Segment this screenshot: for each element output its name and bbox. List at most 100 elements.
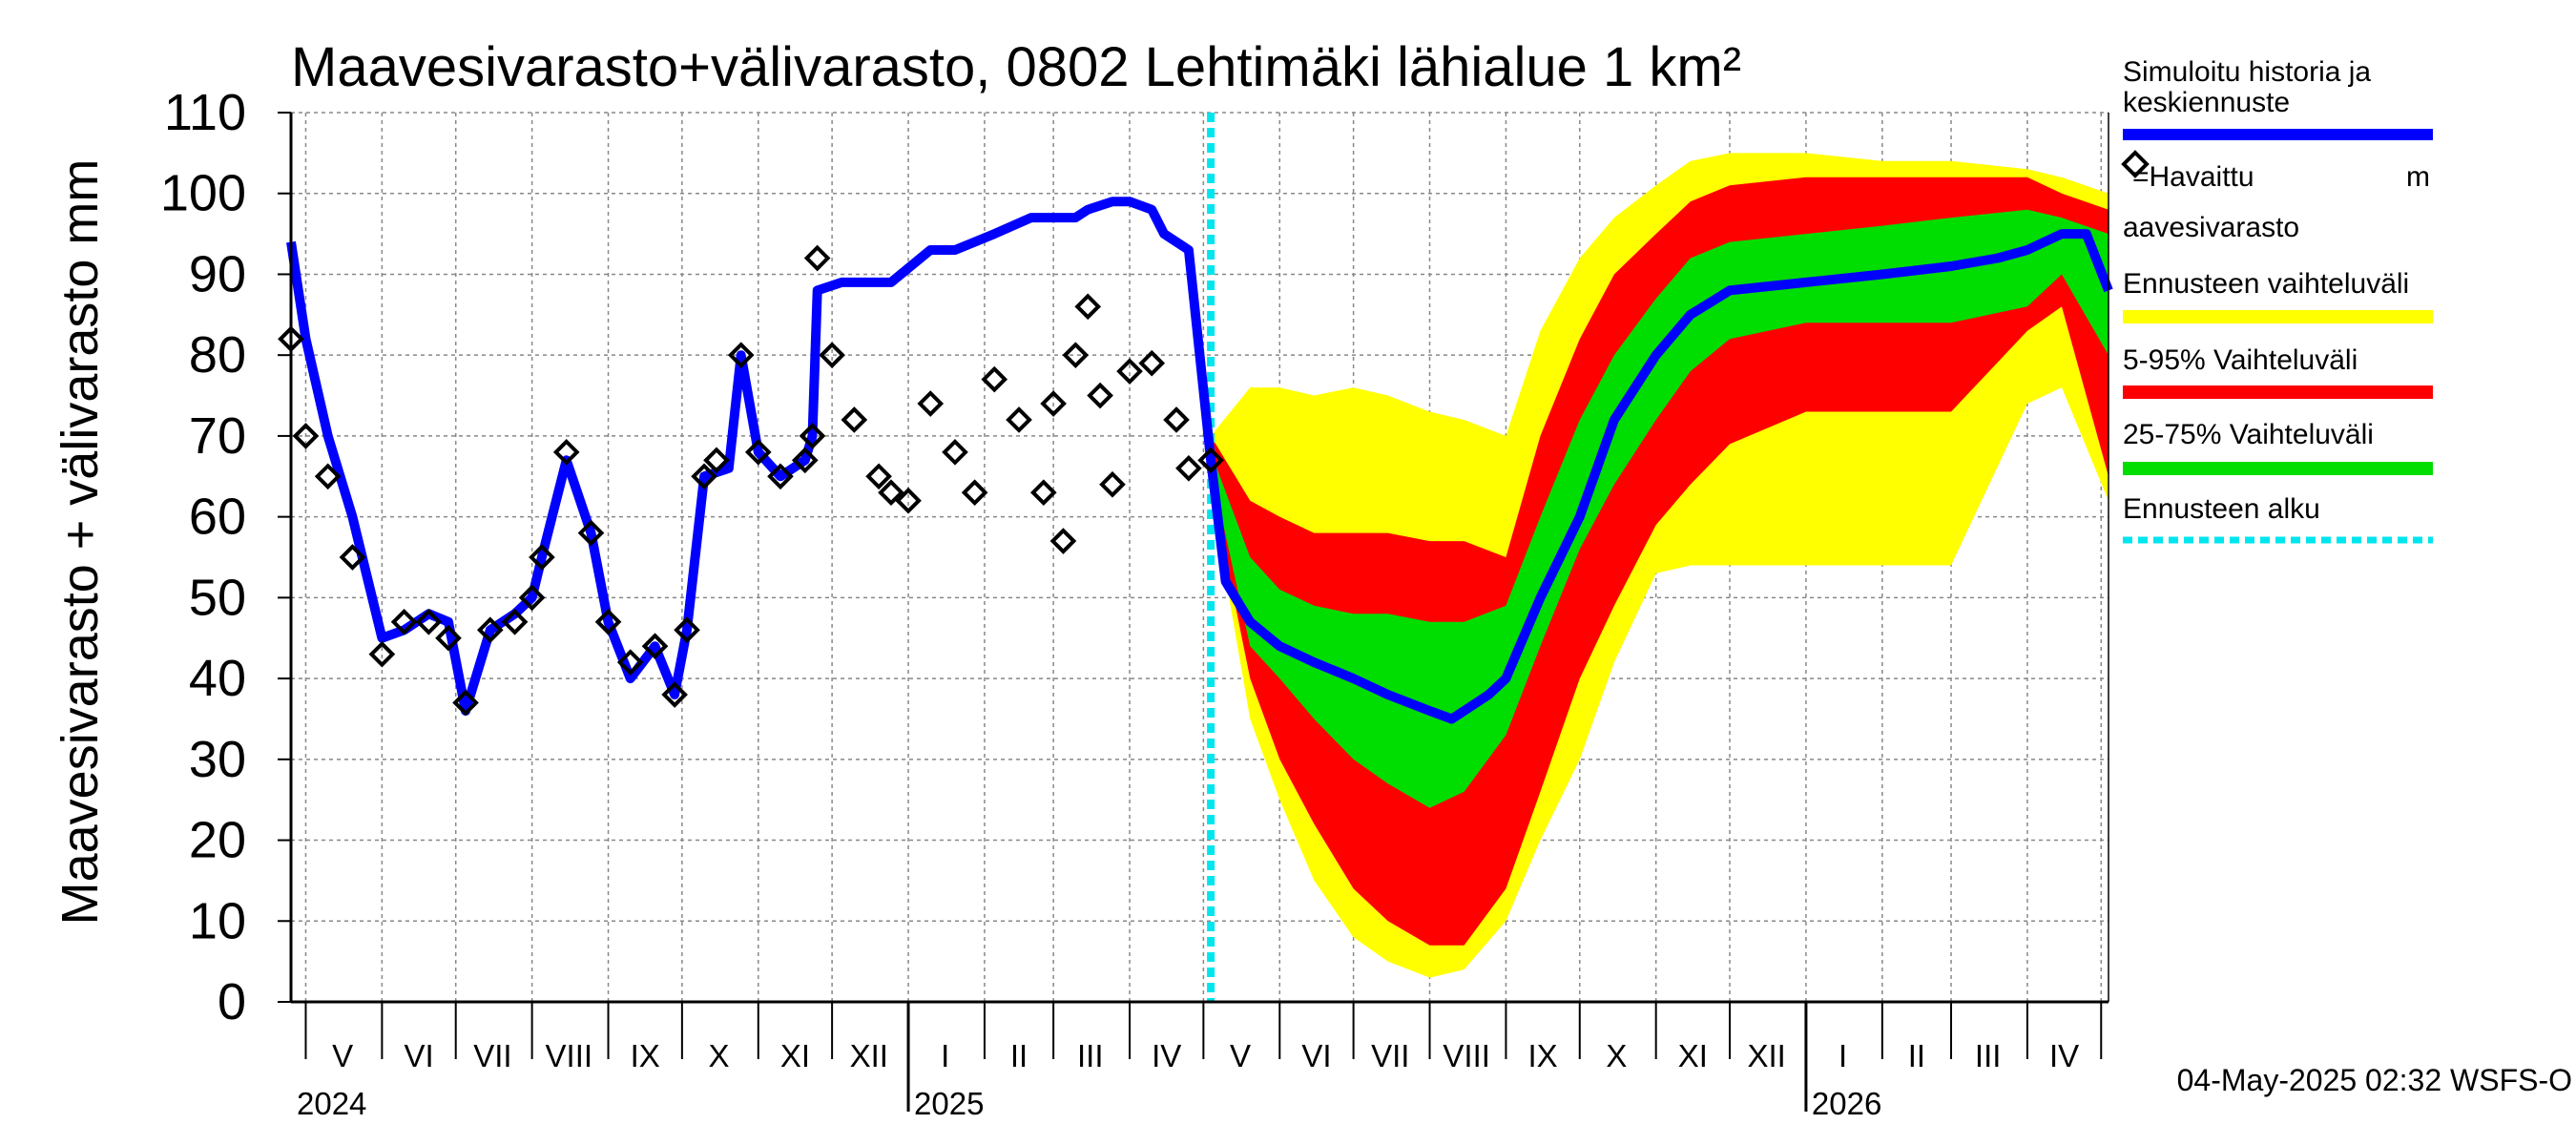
x-month-label: IV (2049, 1038, 2079, 1073)
observed-point (819, 342, 845, 369)
chart-title: Maavesivarasto+välivarasto, 0802 Lehtimä… (291, 36, 1741, 98)
legend-label-obs-line3: aavesivarasto (2123, 212, 2299, 243)
observed-point (415, 608, 443, 635)
observed-point (292, 423, 320, 449)
observed-point (1138, 349, 1166, 377)
observed-point (529, 544, 555, 571)
legend-swatch-25-75 (2123, 462, 2433, 475)
x-month-label: VI (1301, 1038, 1331, 1073)
observed-point (799, 423, 826, 449)
observed-point (878, 479, 904, 507)
x-month-label: VI (404, 1038, 433, 1073)
y-tick-label: 10 (189, 892, 246, 949)
x-month-label: I (1839, 1038, 1847, 1073)
observed-point (641, 633, 669, 660)
observed-point (981, 365, 1008, 393)
observed-point (1062, 342, 1090, 369)
observed-point (1197, 447, 1224, 474)
x-month-label: VII (473, 1038, 511, 1073)
x-tick-labels: V VI VII VIII IX X XI XII I II III IV V VI VII VIII IX X X… (297, 1038, 2079, 1121)
x-month-label: V (1230, 1038, 1251, 1073)
y-tick-label: 20 (189, 812, 246, 869)
legend-label-sim-line2: keskiennuste (2123, 87, 2290, 118)
x-month-label: II (1010, 1038, 1028, 1073)
legend-label-ennuste: Ennusteen vaihteluväli (2123, 268, 2409, 300)
legend-label-obs-line1: =Havaittu (2132, 161, 2254, 193)
x-month-label: XI (1678, 1038, 1708, 1073)
observed-point (895, 487, 922, 514)
observed-point (1040, 390, 1067, 417)
observed-point (1006, 406, 1032, 433)
x-month-label: IV (1152, 1038, 1181, 1073)
observed-point (1087, 382, 1113, 409)
observed-point (744, 439, 772, 466)
legend-label-obs-line2: m (2406, 161, 2430, 193)
observed-point (390, 608, 418, 635)
legend-label-sim-line1: Simuloitu historia ja (2123, 56, 2371, 88)
observed-point (791, 447, 819, 474)
y-tick-label: 40 (189, 650, 246, 707)
observed-point (1099, 470, 1126, 498)
observed-point (339, 544, 366, 571)
observed-point (577, 519, 605, 547)
observed-point (865, 463, 892, 490)
x-month-label: III (1077, 1038, 1104, 1073)
observed-point (1049, 528, 1077, 554)
observed-point (518, 584, 546, 612)
observed-point (674, 616, 700, 644)
footer-timestamp: 04-May-2025 02:32 WSFS-O (2177, 1063, 2572, 1097)
observed-point (314, 463, 342, 490)
observed-point (368, 640, 396, 668)
observed-point (1029, 479, 1057, 507)
series-group (278, 197, 2113, 724)
legend-swatch-simulated (2123, 129, 2433, 140)
legend-swatch-observed (2121, 150, 2150, 178)
x-month-label: X (1606, 1038, 1627, 1073)
observed-point (435, 624, 462, 652)
observed-point (727, 342, 755, 369)
legend: Simuloitu historia ja keskiennuste =Hava… (2121, 56, 2433, 544)
x-month-label: VII (1371, 1038, 1409, 1073)
legend-swatch-5-95 (2123, 385, 2433, 399)
observed-point (803, 244, 831, 272)
y-tick-label: 50 (189, 569, 246, 626)
observed-point (1074, 293, 1102, 321)
legend-label-25-75: 25-75% Vaihteluväli (2123, 419, 2374, 450)
observed-point (552, 439, 580, 466)
observed-point (917, 390, 945, 417)
observed-point (501, 608, 529, 635)
x-year-label: 2025 (914, 1086, 984, 1121)
x-month-label: V (332, 1038, 353, 1073)
observed-point (594, 608, 622, 635)
legend-label-5-95: 5-95% Vaihteluväli (2123, 344, 2358, 376)
forecast-bands (1211, 153, 2109, 978)
observed-point (942, 439, 968, 466)
observed-point (616, 649, 644, 676)
legend-label-forecast-start: Ennusteen alku (2123, 493, 2320, 525)
band-25-75-vaihteluv-li (1211, 209, 2109, 808)
y-tick-label: 100 (160, 165, 246, 222)
observed-point (1163, 406, 1190, 433)
x-month-label: VIII (546, 1038, 593, 1073)
observed-point (452, 689, 479, 717)
y-tick-label: 70 (189, 407, 246, 465)
x-month-label: IX (631, 1038, 660, 1073)
observed-point (767, 463, 794, 490)
observed-point (703, 447, 730, 474)
y-tick-labels: 0 10 20 30 40 50 60 70 80 90 100 110 (160, 84, 246, 1030)
x-month-label: I (941, 1038, 949, 1073)
legend-swatch-ennuste (2123, 310, 2433, 323)
x-year-label: 2024 (297, 1086, 366, 1121)
x-month-label: XII (850, 1038, 888, 1073)
series-simulated-line (286, 197, 2113, 724)
observed-point (691, 463, 717, 490)
y-tick-label: 60 (189, 489, 246, 546)
y-tick-label: 30 (189, 731, 246, 788)
x-month-label: X (709, 1038, 730, 1073)
observed-point (1175, 454, 1202, 482)
observed-point (1116, 358, 1143, 385)
x-year-label: 2026 (1812, 1086, 1881, 1121)
observed-point (476, 616, 504, 644)
axes (278, 112, 2109, 1112)
y-tick-label: 90 (189, 245, 246, 302)
